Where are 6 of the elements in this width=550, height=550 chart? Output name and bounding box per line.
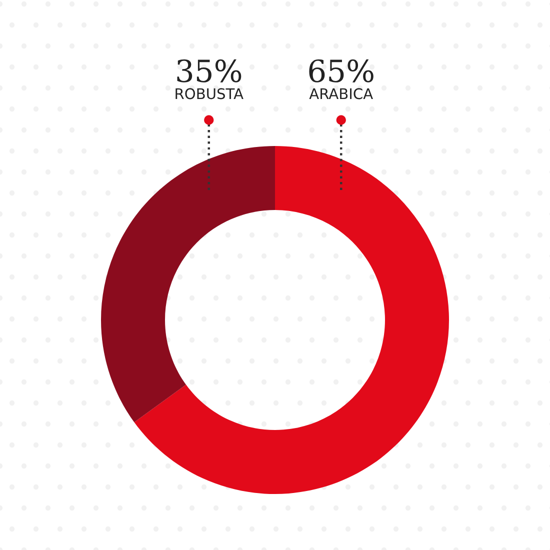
donut-slice bbox=[101, 146, 275, 422]
slice-label: ARABICA bbox=[309, 88, 373, 100]
donut-slice bbox=[134, 146, 449, 494]
data-label: 65% bbox=[309, 59, 374, 82]
slice-label: ROBUSTA bbox=[176, 88, 244, 100]
data-label: 35% bbox=[177, 59, 242, 82]
